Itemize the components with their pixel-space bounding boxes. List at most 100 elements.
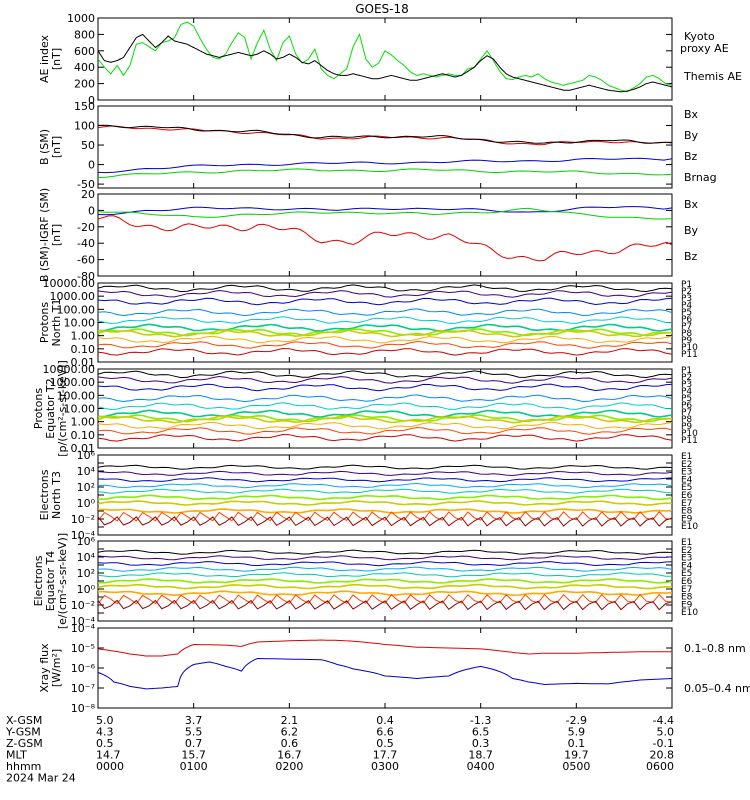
channel-label-p11: P11 <box>681 350 698 360</box>
ephemeris-value: 3.7 <box>185 714 203 727</box>
channel-line-p5 <box>98 402 672 411</box>
series-line-bx <box>98 206 672 216</box>
channel-line-p10 <box>98 340 672 349</box>
y-axis-label: ProtonsEquator T2[p/(cm²-s-sr-keV)] <box>32 360 69 457</box>
channel-label-e1: E1 <box>681 538 692 548</box>
channel-line-e2 <box>98 555 672 561</box>
channel-line-p9 <box>98 421 672 430</box>
y-tick-label: 0.10 <box>71 429 96 442</box>
y-tick-label: 0 <box>88 159 95 172</box>
y-tick-label: 1.00 <box>71 330 96 343</box>
panel-bsmigrf: -80 -60 -40 -20 0 20 B (SM)-IGRF (SM)[nT] Bx By B… <box>38 188 699 283</box>
ephemeris-value: 4.3 <box>96 726 114 739</box>
ephemeris-value: -0.1 <box>653 737 674 750</box>
panel-bsm: -50 0 50 100 150 B (SM)[nT] Bx By Bz Brnag <box>38 100 717 191</box>
y-axis-label-line: Xray flux <box>38 643 51 693</box>
y-tick-label: 100.00 <box>57 389 96 402</box>
channel-line-e6 <box>98 494 672 501</box>
channel-line-e4 <box>98 566 672 572</box>
y-tick-label: -40 <box>77 237 95 250</box>
series-line-bz <box>98 215 672 262</box>
ephemeris-value: 14.7 <box>96 749 121 762</box>
y-axis-label-line: Equator T4 <box>44 551 57 611</box>
ephemeris-label-mlt: MLT <box>6 749 27 762</box>
y-tick-label: 10⁴ <box>77 465 96 478</box>
channel-label-e4: E4 <box>681 475 693 485</box>
channel-line-e9 <box>98 511 672 522</box>
ephemeris-label-x-gsm: X-GSM <box>6 714 42 727</box>
legend-by: By <box>684 129 699 142</box>
channel-line-e4 <box>98 482 672 489</box>
y-axis-label-line: [e/(cm²-s-sr-keV)] <box>56 533 69 629</box>
y-tick-label: 10000.00 <box>43 277 96 290</box>
y-tick-label: 10⁻⁴ <box>71 529 96 542</box>
channel-label-e6: E6 <box>681 491 693 501</box>
ephemeris-value: 6.6 <box>376 726 394 739</box>
channel-label-e10: E10 <box>681 522 698 532</box>
channel-line-e10 <box>98 599 672 611</box>
channel-label-p1: P1 <box>681 280 692 290</box>
channel-line-p7 <box>98 328 672 337</box>
ephemeris-value: 0.1 <box>568 737 586 750</box>
channel-label-p4: P4 <box>681 387 692 397</box>
y-tick-label: 800 <box>74 28 95 41</box>
ephemeris-value: 17.7 <box>373 749 398 762</box>
y-axis-label-line: B (SM)-IGRF (SM) <box>38 188 51 282</box>
legend-0-1-0-8-nm: 0.1–0.8 nm <box>684 642 746 655</box>
channel-line-e7 <box>98 583 672 590</box>
channel-label-e5: E5 <box>681 483 692 493</box>
channel-label-e8: E8 <box>681 507 693 517</box>
channel-label-p9: P9 <box>681 336 692 346</box>
y-tick-label: 200 <box>74 78 95 91</box>
ephemeris-label-hhmm: hhmm <box>6 760 41 773</box>
channel-line-p6 <box>98 409 672 418</box>
panel-frame <box>97 105 673 189</box>
y-axis-label-line: [nT] <box>50 224 63 246</box>
channel-label-p11: P11 <box>681 436 698 446</box>
y-tick-label: 50 <box>81 139 95 152</box>
y-tick-label: 10000.00 <box>43 363 96 376</box>
ephemeris-label-z-gsm: Z-GSM <box>6 737 43 750</box>
plot-title: GOES-18 <box>355 2 409 16</box>
legend-kyoto: Kyoto <box>684 30 715 43</box>
y-axis-label: ProtonsNorth T1 <box>38 299 63 347</box>
ephemeris-value: 5.5 <box>185 726 203 739</box>
channel-line-p3 <box>98 383 672 392</box>
panel-xray: 10⁻⁸ 10⁻⁷ 10⁻⁶ 10⁻⁵ 10⁻⁴ Xray flux[W/m²] 0.1–0… <box>38 622 750 715</box>
channel-label-p9: P9 <box>681 422 692 432</box>
y-tick-label: 0 <box>88 94 95 107</box>
y-tick-label: 10.00 <box>64 403 96 416</box>
ephemeris-value: 15.7 <box>181 749 206 762</box>
ephemeris-value: 2.1 <box>281 714 299 727</box>
ephemeris-value: -1.3 <box>470 714 491 727</box>
y-tick-label: 0.01 <box>71 356 96 369</box>
y-tick-label: 10.00 <box>64 317 96 330</box>
series-line-brnag <box>98 124 672 144</box>
ephemeris-value: 20.8 <box>650 749 675 762</box>
y-axis-label-line: [W/m²] <box>50 649 63 687</box>
y-tick-label: 400 <box>74 61 95 74</box>
channel-label-p1: P1 <box>681 366 692 376</box>
y-axis-label: ElectronsNorth T3 <box>38 469 63 520</box>
ephemeris-label-y-gsm: Y-GSM <box>5 726 41 739</box>
channel-label-p6: P6 <box>681 401 692 411</box>
y-axis-label: ElectronsEquator T4[e/(cm²-s-sr-keV)] <box>32 533 69 629</box>
y-tick-label: 20 <box>81 188 95 201</box>
y-axis-label-line: North T3 <box>50 471 63 519</box>
y-axis-label-line: [p/(cm²-s-sr-keV)] <box>56 360 69 457</box>
panel-ae: 0 200 400 600 800 1000 AE index[nT] Kyotoproxy … <box>38 12 742 107</box>
channel-line-p2 <box>98 375 672 384</box>
panel-frame <box>97 17 673 101</box>
channel-line-p5 <box>98 316 672 325</box>
series-line-by <box>98 168 672 179</box>
channel-line-e5 <box>98 572 672 578</box>
ephemeris-value: 0.6 <box>281 737 299 750</box>
y-tick-label: 10² <box>77 567 95 580</box>
legend-bx: Bx <box>684 198 699 211</box>
ephemeris-value: 0500 <box>562 760 590 773</box>
legend-themis-ae: Themis AE <box>683 70 742 83</box>
y-tick-label: 0.01 <box>71 442 96 455</box>
y-tick-label: 10⁴ <box>77 551 96 564</box>
